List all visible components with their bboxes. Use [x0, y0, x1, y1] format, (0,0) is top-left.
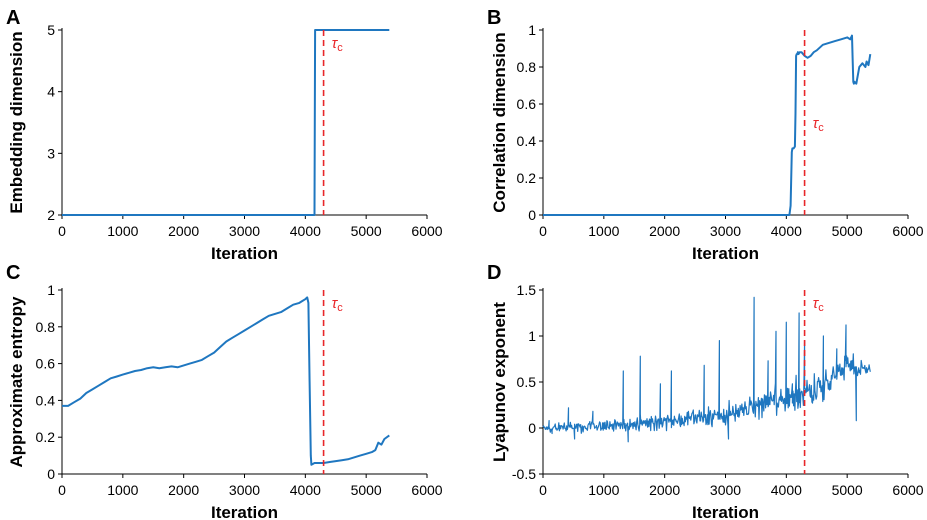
x-tick-label: 5000: [832, 482, 863, 498]
series-line-c: [62, 296, 390, 466]
y-axis-label-b: Correlation dimension: [490, 32, 509, 212]
y-tick-label: 0.6: [36, 356, 56, 372]
x-tick-label: 3000: [710, 482, 741, 498]
x-tick-label: 5000: [832, 223, 863, 239]
y-tick-label: 5: [47, 22, 55, 38]
y-tick-label: 0.4: [517, 133, 537, 149]
x-tick-label: 4000: [290, 482, 321, 498]
x-axis-label-b: Iteration: [692, 244, 759, 263]
x-tick-label: 3000: [229, 482, 260, 498]
y-tick-label: 0.2: [517, 170, 537, 186]
x-tick-label: 1000: [107, 482, 138, 498]
panel-label-c: C: [6, 262, 20, 284]
y-tick-label: 0: [528, 420, 536, 436]
y-tick-label: 0.8: [517, 59, 537, 75]
x-tick-label: 3000: [229, 223, 260, 239]
x-tick-label: 2000: [168, 482, 199, 498]
x-tick-label: 6000: [411, 482, 442, 498]
x-tick-label: 2000: [649, 223, 680, 239]
panel-b: B 0 1000 2000 3000 4000 5000 6000 0 0.2 0.4 0.6 0.8 1…: [487, 7, 924, 263]
x-tick-label: 6000: [892, 482, 923, 498]
x-tick-label: 0: [539, 482, 547, 498]
x-tick-label: 4000: [771, 482, 802, 498]
y-tick-label: 0.4: [36, 392, 56, 408]
y-tick-label: 0.8: [36, 319, 56, 335]
y-tick-label: 3: [47, 145, 55, 161]
x-tick-label: 2000: [168, 223, 199, 239]
y-tick-label: 1.5: [517, 282, 537, 298]
panel-label-a: A: [6, 7, 20, 29]
y-tick-label: 1: [47, 282, 55, 298]
panel-c: C 0 1000 2000 3000 4000 5000 6000 0 0.2 0.4 0.6 0.8 1…: [6, 262, 443, 520]
y-axis-label-c: Approximate entropy: [7, 296, 26, 468]
y-axis-label-a: Embedding dimension: [7, 31, 26, 213]
x-tick-label: 0: [58, 223, 66, 239]
x-tick-label: 4000: [771, 223, 802, 239]
y-tick-label: 0.2: [36, 429, 56, 445]
y-tick-label: 0.6: [517, 96, 537, 112]
y-tick-label: 2: [47, 207, 55, 223]
x-tick-label: 1000: [588, 223, 619, 239]
x-tick-label: 0: [58, 482, 66, 498]
x-axis-label-a: Iteration: [211, 244, 278, 263]
x-tick-label: 6000: [411, 223, 442, 239]
y-tick-label: 0.5: [517, 374, 537, 390]
y-tick-label: 4: [47, 84, 55, 100]
x-tick-label: 2000: [649, 482, 680, 498]
panel-d: D0 1000 2000 3000 4000 5000 6000-0.500.511.5It…: [487, 262, 924, 520]
panel-label-b: B: [487, 7, 501, 29]
x-tick-label: 6000: [892, 223, 923, 239]
x-tick-label: 0: [539, 223, 547, 239]
tau-c-label: τc: [332, 295, 344, 314]
x-tick-label: 3000: [710, 223, 741, 239]
series-line-d: [542, 296, 871, 443]
x-tick-label: 1000: [107, 223, 138, 239]
x-tick-label: 5000: [351, 482, 382, 498]
tau-c-label: τc: [813, 295, 825, 314]
panel-label-d: D: [487, 262, 501, 284]
series-line-b: [543, 34, 872, 216]
y-tick-label: -0.5: [512, 466, 536, 482]
series-line-a: [62, 29, 390, 216]
y-tick-label: 1: [528, 22, 536, 38]
panel-a: A 0 1000 2000 3000 4000 5000 6000 2 3 4 5 Iteration E…: [6, 7, 443, 263]
y-tick-label: 0: [528, 207, 536, 223]
x-tick-label: 1000: [588, 482, 619, 498]
y-tick-label: 0: [47, 466, 55, 482]
tau-c-label: τc: [813, 115, 825, 134]
y-axis-label-d: Lyapunov exponent: [490, 302, 509, 462]
y-tick-label: 1: [528, 328, 536, 344]
x-tick-label: 5000: [351, 223, 382, 239]
x-tick-label: 4000: [290, 223, 321, 239]
x-axis-label-d: Iteration: [692, 503, 759, 520]
x-axis-label-c: Iteration: [211, 503, 278, 520]
tau-c-label: τc: [332, 35, 344, 54]
